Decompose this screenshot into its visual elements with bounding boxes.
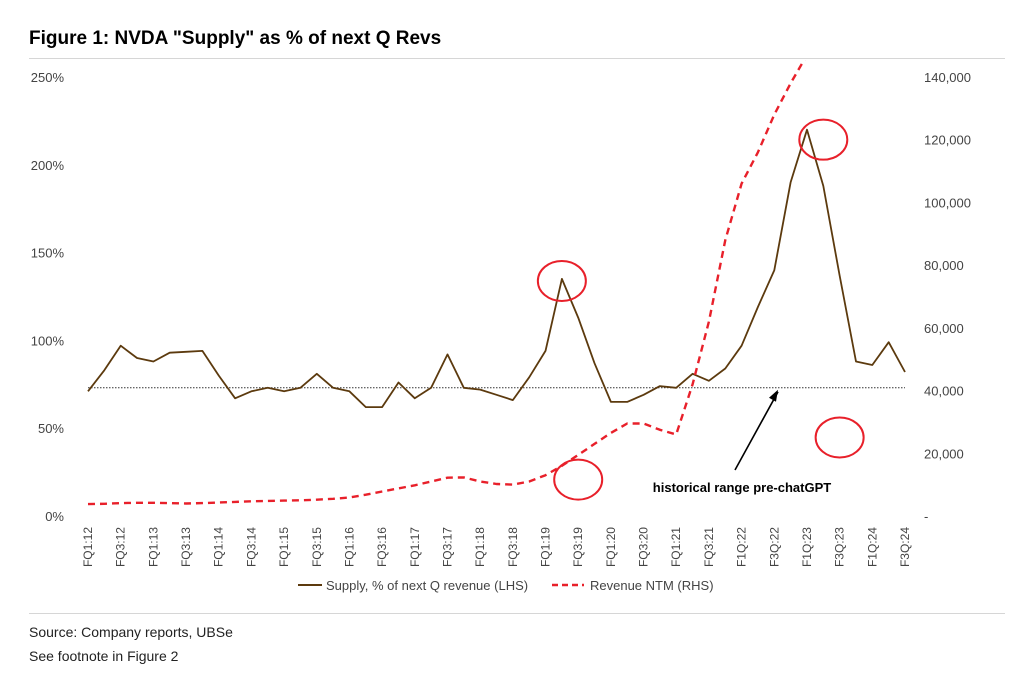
annotation-arrowhead	[769, 389, 778, 402]
x-tick-label: FQ3:21	[702, 527, 716, 567]
right-tick-label: 80,000	[924, 258, 964, 273]
right-tick-label: 60,000	[924, 321, 964, 336]
x-tick-label: F3Q:23	[833, 527, 847, 567]
x-tick-label: FQ1:15	[277, 527, 291, 567]
left-tick-label: 50%	[38, 421, 64, 436]
left-tick-label: 100%	[31, 333, 65, 348]
x-tick-label: FQ1:17	[408, 527, 422, 567]
left-tick-label: 0%	[45, 509, 64, 524]
x-tick-label: FQ3:15	[310, 527, 324, 567]
left-tick-label: 200%	[31, 158, 65, 173]
x-tick-label: FQ1:19	[539, 527, 553, 567]
footer-divider	[29, 613, 1005, 614]
x-tick-label: FQ1:14	[212, 527, 226, 567]
left-tick-label: 150%	[31, 246, 65, 261]
x-tick-label: F1Q:24	[865, 527, 879, 567]
legend-label-revenue: Revenue NTM (RHS)	[590, 578, 714, 593]
annotations: historical range pre-chatGPT	[536, 118, 865, 501]
left-tick-label: 250%	[31, 70, 65, 85]
x-tick-label: FQ3:12	[114, 527, 128, 567]
x-tick-label: FQ1:13	[146, 527, 160, 567]
right-tick-label: 20,000	[924, 446, 964, 461]
plot-area	[87, 60, 906, 506]
revenue-ntm-series-line	[87, 60, 806, 506]
chart: 0% 50% 100% 150% 200% 250% - 20,000 40,000 60,00…	[31, 60, 971, 593]
x-tick-label: FQ1:16	[342, 527, 356, 567]
right-tick-label: -	[924, 509, 928, 524]
x-tick-label: FQ1:20	[604, 527, 618, 567]
left-axis: 0% 50% 100% 150% 200% 250%	[31, 70, 65, 524]
x-tick-label: FQ3:17	[440, 527, 454, 567]
right-tick-label: 120,000	[924, 133, 971, 148]
x-tick-label: F3Q:22	[767, 527, 781, 567]
x-tick-label: FQ3:20	[637, 527, 651, 567]
right-tick-label: 100,000	[924, 195, 971, 210]
right-tick-label: 40,000	[924, 384, 964, 399]
x-axis: FQ1:12 FQ3:12 FQ1:13 FQ3:13 FQ1:14 FQ3:14 FQ1:…	[81, 527, 912, 567]
x-tick-label: FQ3:14	[244, 527, 258, 567]
x-tick-label: FQ1:18	[473, 527, 487, 567]
x-tick-label: FQ3:19	[571, 527, 585, 567]
annotation-arrow	[734, 391, 779, 471]
x-tick-label: F1Q:23	[800, 527, 814, 567]
title-divider	[29, 58, 1005, 59]
x-tick-label: FQ1:21	[669, 527, 683, 567]
x-tick-label: FQ3:13	[179, 527, 193, 567]
highlight-circle	[536, 259, 587, 302]
source-note: Source: Company reports, UBSe	[29, 624, 233, 640]
legend-label-supply: Supply, % of next Q revenue (LHS)	[326, 578, 528, 593]
x-tick-label: FQ3:16	[375, 527, 389, 567]
highlight-circle	[798, 118, 849, 161]
footnote: See footnote in Figure 2	[29, 648, 179, 664]
x-tick-label: FQ3:18	[506, 527, 520, 567]
x-tick-label: F3Q:24	[898, 527, 912, 567]
highlight-circle	[553, 458, 604, 501]
supply-series-line	[87, 128, 906, 409]
legend: Supply, % of next Q revenue (LHS) Revenue…	[298, 578, 714, 593]
x-tick-label: FQ1:12	[81, 527, 95, 567]
annotation-label: historical range pre-chatGPT	[653, 480, 831, 495]
right-tick-label: 140,000	[924, 70, 971, 85]
highlight-circle	[814, 416, 865, 459]
right-axis: - 20,000 40,000 60,000 80,000 100,000 120,000 1…	[924, 70, 971, 524]
figure-title: Figure 1: NVDA "Supply" as % of next Q R…	[29, 28, 442, 49]
x-tick-label: F1Q:22	[735, 527, 749, 567]
